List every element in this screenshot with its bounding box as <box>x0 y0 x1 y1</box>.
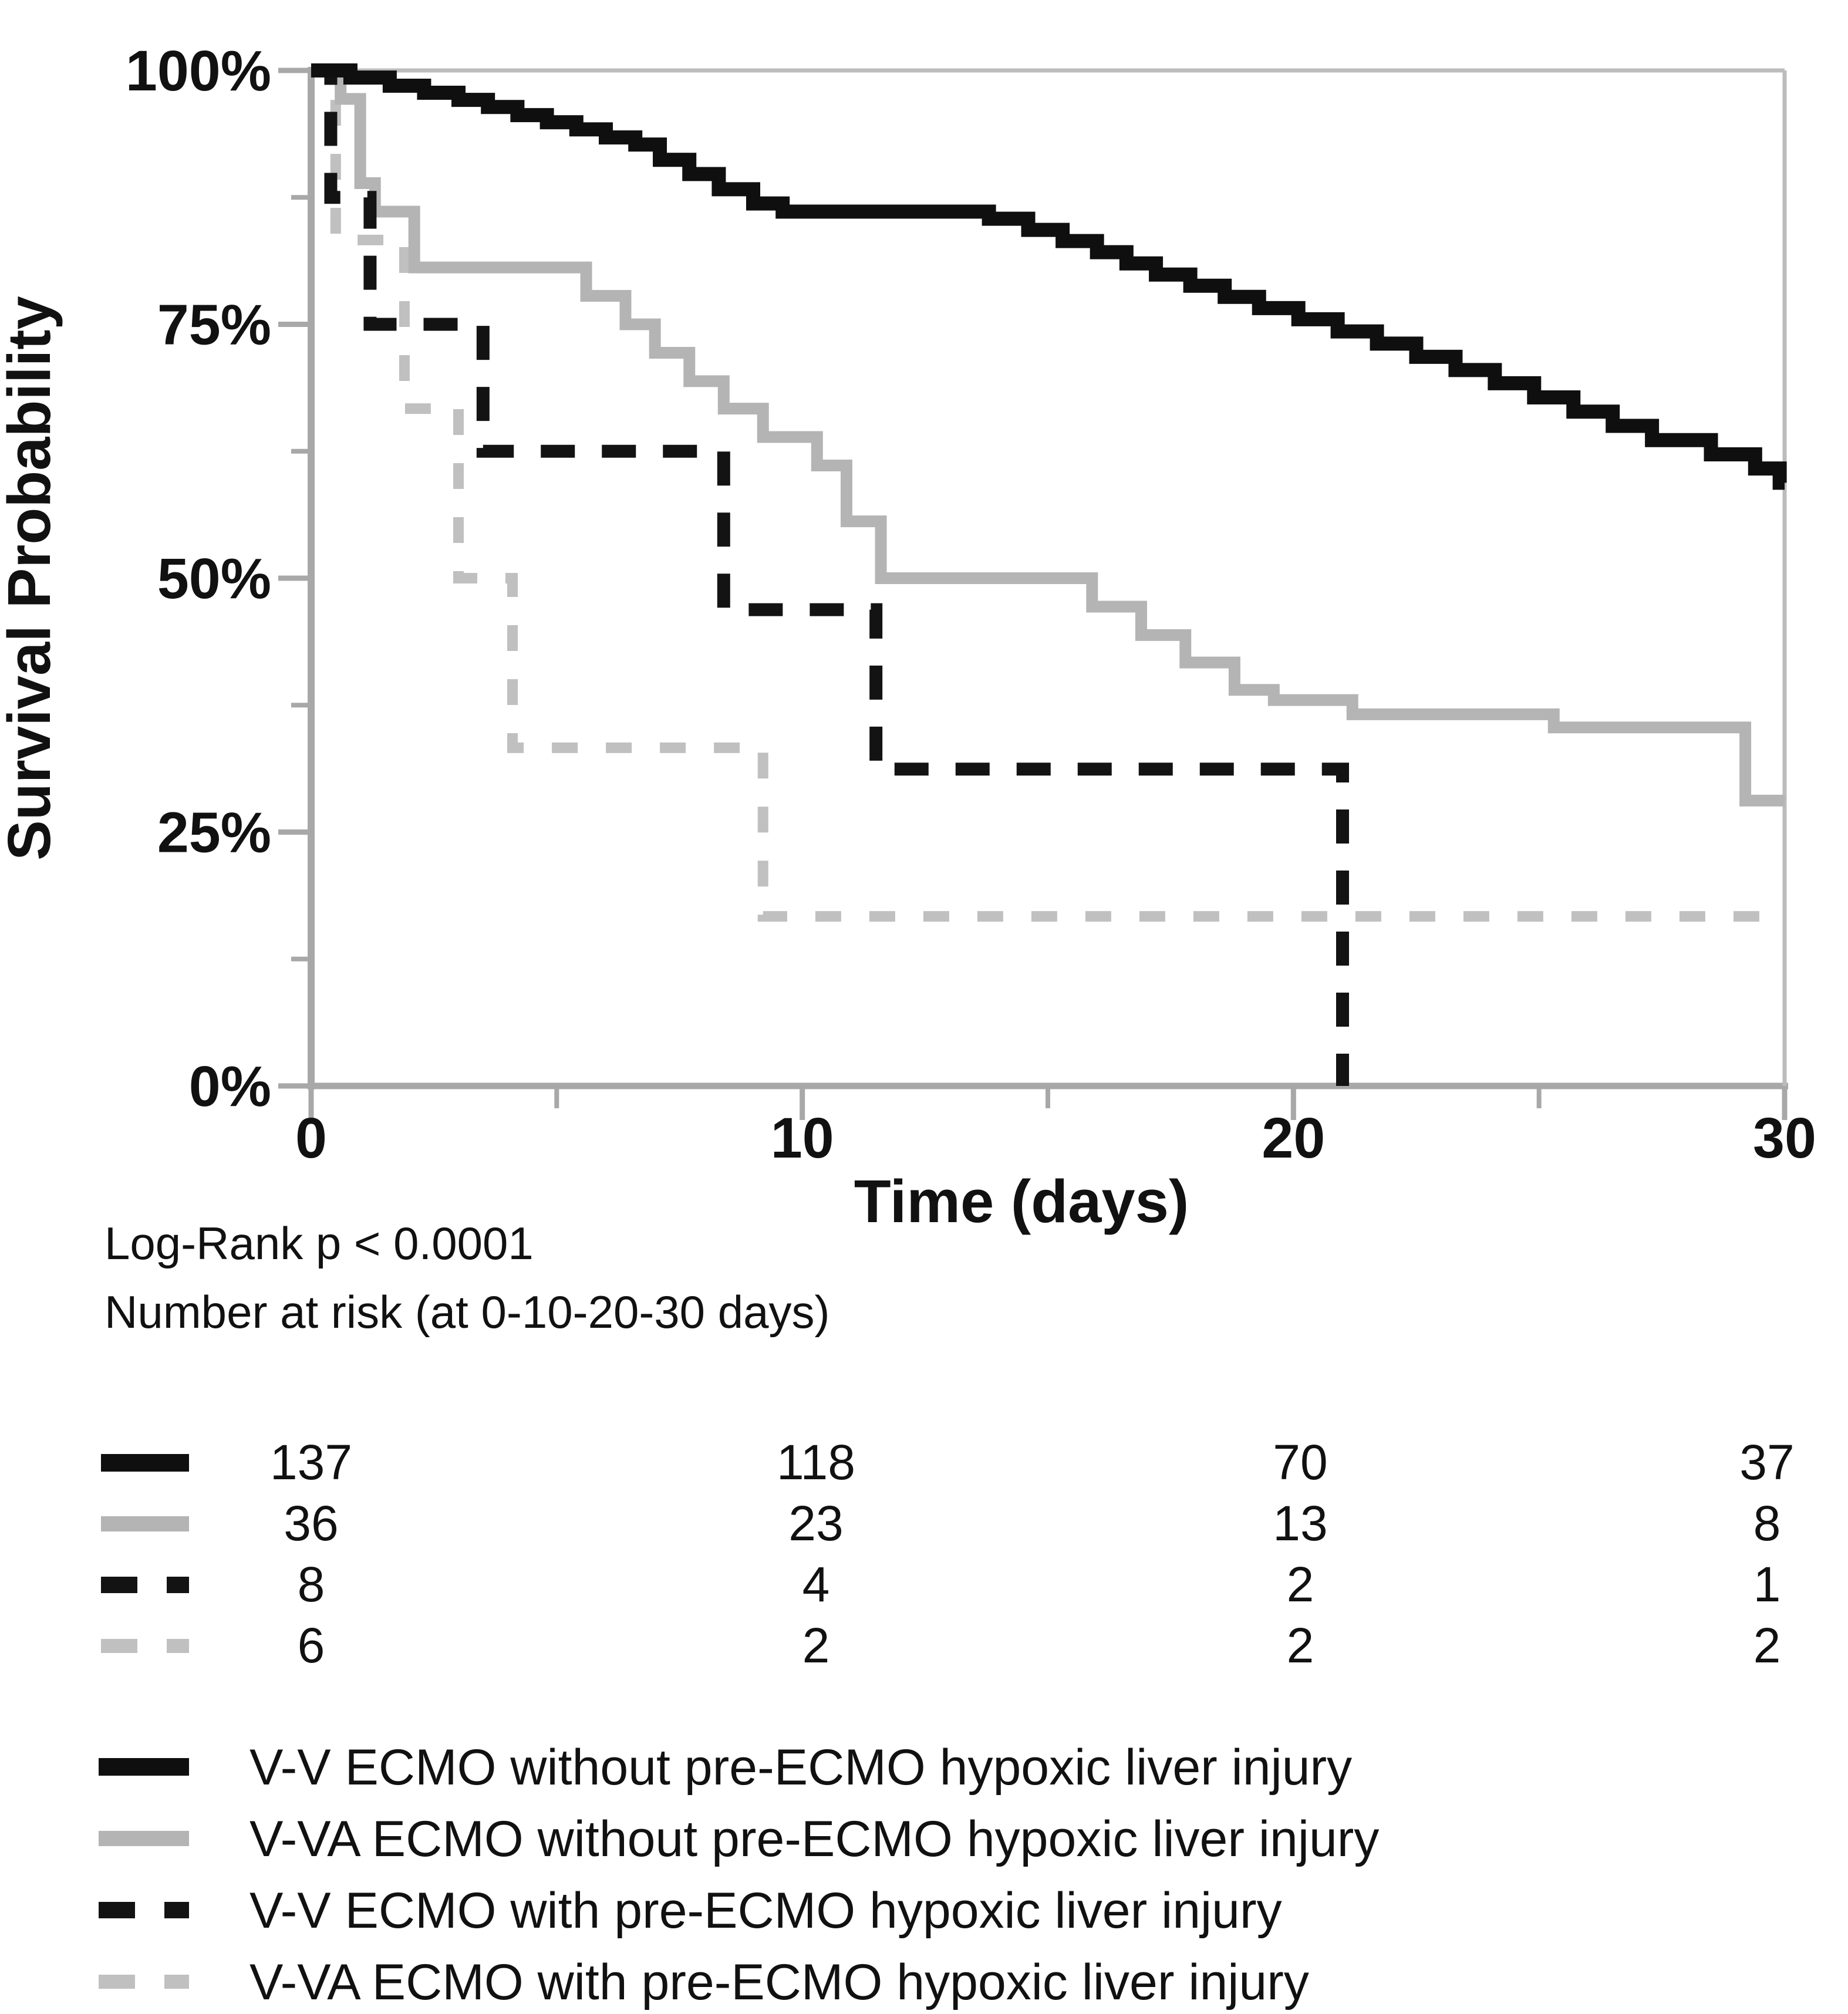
risk-cell: 36 <box>284 1496 338 1551</box>
risk-cell: 70 <box>1273 1435 1327 1490</box>
risk-cell: 137 <box>270 1435 352 1490</box>
y-axis-tick-labels: 100% 75% 50% 25% 0% <box>126 39 271 1118</box>
legend-label-vv-no-hli: V-V ECMO without pre-ECMO hypoxic liver … <box>249 1739 1352 1796</box>
y-tick-100: 100% <box>126 39 271 103</box>
log-rank-annotation: Log-Rank p < 0.0001 <box>104 1217 534 1269</box>
risk-row-vva-no-hli: 36 23 13 8 <box>284 1496 1780 1551</box>
x-tick-10: 10 <box>771 1106 834 1170</box>
y-axis-title: Survival Probability <box>0 296 63 861</box>
curve-vva_hli <box>311 65 1785 922</box>
risk-row-vv-hli: 8 4 2 1 <box>298 1557 1781 1612</box>
risk-row-vv-no-hli: 137 118 70 37 <box>270 1435 1795 1490</box>
legend: V-V ECMO without pre-ECMO hypoxic liver … <box>249 1739 1379 2010</box>
risk-cell: 4 <box>802 1557 830 1612</box>
risk-cell: 1 <box>1753 1557 1781 1612</box>
risk-row-vva-hli: 6 2 2 2 <box>298 1618 1781 1673</box>
number-at-risk-heading: Number at risk (at 0-10-20-30 days) <box>104 1286 829 1338</box>
risk-cell: 6 <box>298 1618 325 1673</box>
y-tick-75: 75% <box>157 292 271 356</box>
x-tick-20: 20 <box>1262 1106 1325 1170</box>
risk-cell: 23 <box>788 1496 843 1551</box>
number-at-risk-table: 137 118 70 37 36 23 13 8 8 4 2 1 6 2 2 2 <box>270 1435 1795 1673</box>
risk-and-legend-swatches <box>99 1454 189 1989</box>
risk-cell: 37 <box>1739 1435 1794 1490</box>
curve-vva_no_hli <box>311 65 1785 807</box>
x-tick-30: 30 <box>1753 1106 1816 1170</box>
plot-axes <box>278 67 1788 1120</box>
y-tick-50: 50% <box>157 546 271 610</box>
survival-curves <box>311 63 1787 1086</box>
curve-vv_hli <box>311 64 1349 1086</box>
risk-cell: 13 <box>1273 1496 1327 1551</box>
risk-cell: 8 <box>298 1557 325 1612</box>
risk-cell: 2 <box>802 1618 830 1673</box>
x-axis-tick-labels: 0 10 20 30 <box>295 1106 1816 1170</box>
curve-vv_no_hli <box>311 63 1787 490</box>
y-tick-25: 25% <box>157 800 271 864</box>
x-tick-0: 0 <box>295 1106 327 1170</box>
risk-cell: 8 <box>1753 1496 1781 1551</box>
x-axis-title: Time (days) <box>854 1168 1189 1235</box>
y-tick-0: 0% <box>189 1054 271 1118</box>
legend-label-vv-hli: V-V ECMO with pre-ECMO hypoxic liver inj… <box>249 1883 1282 1939</box>
legend-label-vva-no-hli: V-VA ECMO without pre-ECMO hypoxic liver… <box>249 1811 1379 1867</box>
risk-cell: 118 <box>777 1435 855 1490</box>
legend-label-vva-hli: V-VA ECMO with pre-ECMO hypoxic liver in… <box>249 1954 1309 2010</box>
risk-cell: 2 <box>1753 1618 1781 1673</box>
risk-cell: 2 <box>1287 1618 1314 1673</box>
risk-cell: 2 <box>1287 1557 1314 1612</box>
